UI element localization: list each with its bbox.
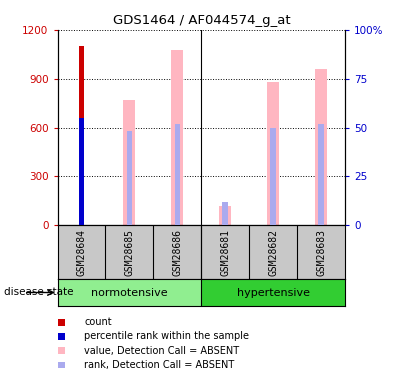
Bar xyxy=(171,50,183,225)
Bar xyxy=(123,100,136,225)
Bar xyxy=(219,206,231,225)
Text: GSM28684: GSM28684 xyxy=(76,229,86,276)
Bar xyxy=(175,124,180,225)
Text: GSM28685: GSM28685 xyxy=(125,229,134,276)
Text: hypertensive: hypertensive xyxy=(237,288,310,297)
Bar xyxy=(58,279,201,306)
Text: count: count xyxy=(84,317,112,327)
Text: rank, Detection Call = ABSENT: rank, Detection Call = ABSENT xyxy=(84,360,235,370)
Text: GSM28682: GSM28682 xyxy=(268,229,278,276)
Bar xyxy=(222,202,228,225)
Bar xyxy=(79,46,84,225)
Text: value, Detection Call = ABSENT: value, Detection Call = ABSENT xyxy=(84,346,239,355)
Text: GSM28686: GSM28686 xyxy=(173,229,182,276)
Bar xyxy=(270,128,276,225)
Bar xyxy=(319,124,324,225)
Text: disease state: disease state xyxy=(4,287,74,297)
Bar xyxy=(201,279,345,306)
Bar xyxy=(79,118,84,225)
Text: GSM28681: GSM28681 xyxy=(220,229,230,276)
Bar xyxy=(315,69,327,225)
Bar xyxy=(127,131,132,225)
Title: GDS1464 / AF044574_g_at: GDS1464 / AF044574_g_at xyxy=(113,15,290,27)
Text: normotensive: normotensive xyxy=(91,288,168,297)
Bar xyxy=(267,82,279,225)
Text: percentile rank within the sample: percentile rank within the sample xyxy=(84,332,249,341)
Text: GSM28683: GSM28683 xyxy=(316,229,326,276)
